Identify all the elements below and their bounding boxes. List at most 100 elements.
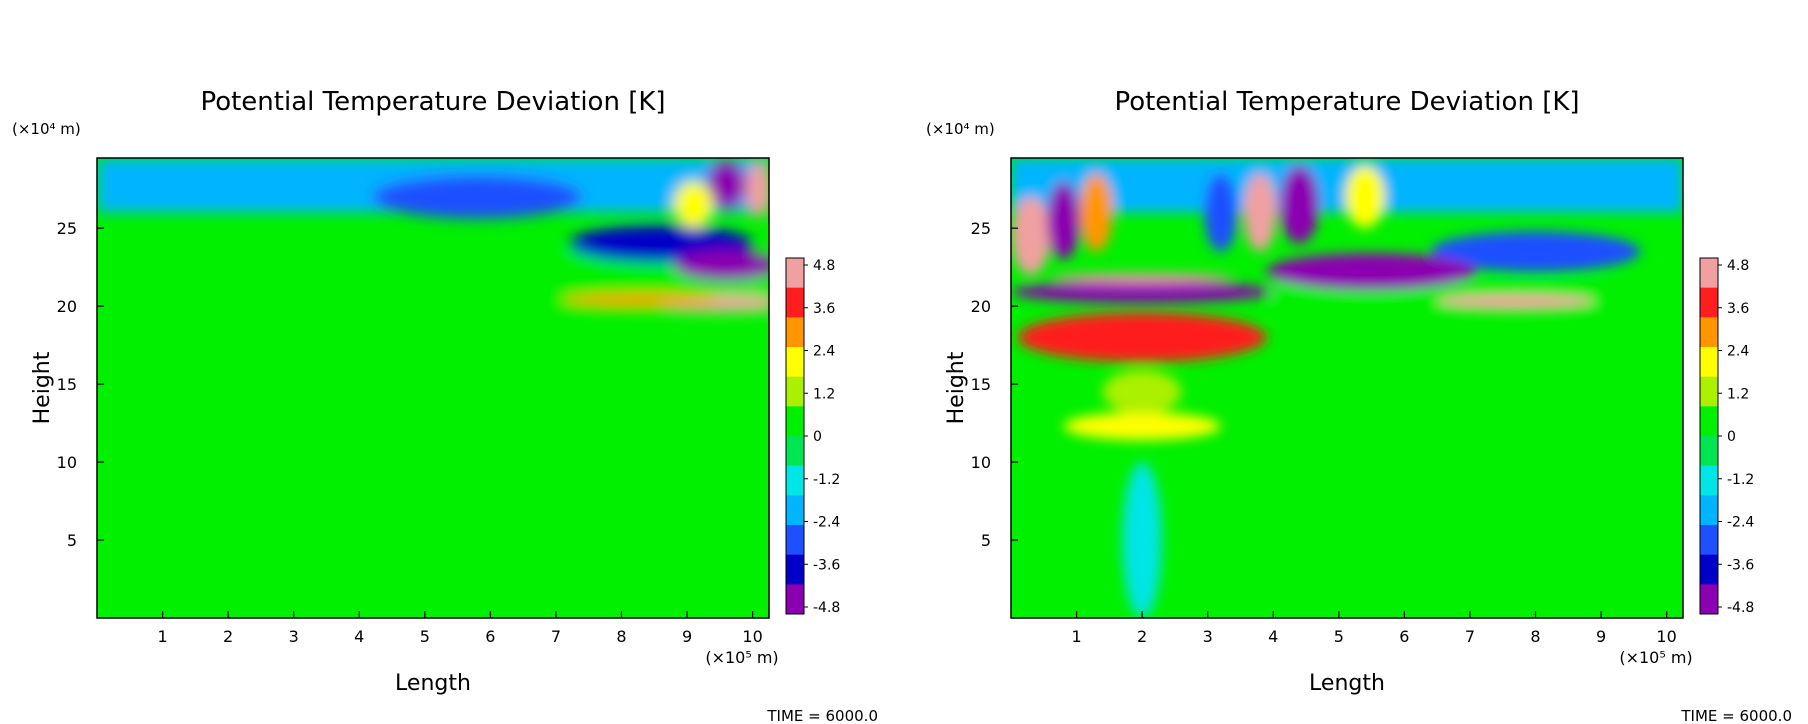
colorbar-label: -3.6 [1727,557,1754,573]
field-feature-11 [1047,181,1080,260]
colorbar-swatch [786,465,804,496]
field-feature-14 [1243,173,1277,252]
x-tick-label: 8 [616,627,626,646]
colorbar-label: 4.8 [1727,258,1749,274]
field-feature-2 [1430,231,1641,272]
colorbar-right: 4.8 3.6 2.4 1.2 0 -1.2 -2.4 -3.6 -4.8 [1699,257,1754,616]
y-tick-label: 10 [971,453,991,472]
y-tick-label: 5 [981,531,991,550]
colorbar-label: 3.6 [1727,301,1749,317]
colorbar-swatch [786,287,804,318]
x-tick-label: 5 [420,627,430,646]
panel-left-x-axis: 1 2 3 4 5 6 7 8 9 10 [157,611,763,646]
colorbar-swatch [1700,554,1718,585]
panel-right: Potential Temperature Deviation [K] (×10… [926,87,1792,724]
colorbar-swatch [786,584,804,615]
y-tick-label: 25 [971,219,991,238]
panel-right-title: Potential Temperature Deviation [K] [1114,87,1579,117]
field-feature-13 [1204,173,1238,252]
colorbar-swatch [1700,258,1718,289]
colorbar-label: 4.8 [813,258,835,274]
colorbar-label: 0 [1727,429,1736,445]
colorbar-label: 1.2 [813,386,835,402]
y-tick-label: 20 [57,297,77,316]
colorbar-swatch [1700,317,1718,348]
heatmap-right [1010,157,1684,619]
colorbar-swatch [1700,376,1718,407]
x-tick-label: 9 [682,627,692,646]
colorbar-swatch [1700,406,1718,437]
heatmap-left [96,157,770,619]
panel-left: Potential Temperature Deviation [K] (×10… [12,87,878,724]
field-feature-17 [1050,273,1234,283]
heatmap-left-frame [96,157,770,619]
colorbar-swatch [1700,495,1718,526]
colorbar-swatch [786,406,804,437]
field-feature-5 [673,250,769,282]
field-feature-9 [746,161,769,218]
field-feature-3 [372,175,583,219]
field-feature-3 [1266,253,1477,291]
x-tick-label: 3 [1203,627,1213,646]
x-tick-label: 2 [223,627,233,646]
colorbar-swatch [1700,287,1718,318]
x-tick-label: 7 [1465,627,1475,646]
y-tick-label: 15 [57,375,77,394]
y-tick-label: 25 [57,219,77,238]
x-tick-label: 6 [1399,627,1409,646]
field-feature-10 [673,181,714,229]
panel-left-y-unit: (×10⁴ m) [12,120,81,138]
y-tick-label: 15 [971,375,991,394]
panel-right-y-unit: (×10⁴ m) [926,120,995,138]
colorbar-swatch [786,495,804,526]
x-tick-label: 10 [742,627,762,646]
x-tick-label: 4 [1268,627,1278,646]
x-tick-label: 1 [157,627,167,646]
heatmap-right-fields [1011,158,1683,618]
panel-left-title: Potential Temperature Deviation [K] [200,87,665,117]
panel-right-x-axis: 1 2 3 4 5 6 7 8 9 10 [1071,611,1677,646]
x-tick-label: 2 [1137,627,1147,646]
field-feature-15 [1279,165,1320,244]
y-tick-label: 20 [971,297,991,316]
field-feature-7 [1063,412,1221,441]
colorbar-label: -2.4 [1727,515,1754,531]
colorbar-swatch [1700,347,1718,378]
colorbar-label: -4.8 [1727,600,1754,616]
x-tick-label: 3 [289,627,299,646]
x-tick-label: 5 [1334,627,1344,646]
heatmap-right-frame [1010,157,1684,619]
colorbar-label: -1.2 [1727,472,1754,488]
colorbar-swatch [786,436,804,467]
y-tick-label: 10 [57,453,77,472]
colorbar-label: 3.6 [813,301,835,317]
field-feature-12 [1079,173,1113,252]
panel-right-ylabel: Height [944,351,969,424]
panel-left-y-axis: 5 10 15 20 25 [57,219,104,550]
x-tick-label: 10 [1656,627,1676,646]
field-feature-8 [1102,370,1182,414]
x-tick-label: 1 [1071,627,1081,646]
panel-right-y-axis: 5 10 15 20 25 [971,219,1018,550]
y-tick-label: 5 [67,531,77,550]
field-feature-5 [1011,281,1274,304]
x-tick-label: 6 [485,627,495,646]
x-tick-label: 4 [354,627,364,646]
field-feature-7 [562,293,720,307]
colorbar-swatch [1700,465,1718,496]
panel-right-x-unit: (×10⁵ m) [1619,648,1692,667]
colorbar-swatch [786,317,804,348]
heatmap-left-fields [97,158,769,314]
colorbar-swatch [786,258,804,289]
colorbar-label: -4.8 [813,600,840,616]
panel-right-time: TIME = 6000.0 [1680,707,1792,724]
colorbar-label: -1.2 [813,472,840,488]
colorbar-swatch [786,347,804,378]
colorbar-swatch [786,554,804,585]
x-tick-label: 7 [551,627,561,646]
field-feature-9 [1122,462,1162,618]
colorbar-swatch [1700,584,1718,615]
panel-right-xlabel: Length [1309,671,1385,696]
colorbar-label: 0 [813,429,822,445]
field-feature-6 [1017,312,1267,363]
